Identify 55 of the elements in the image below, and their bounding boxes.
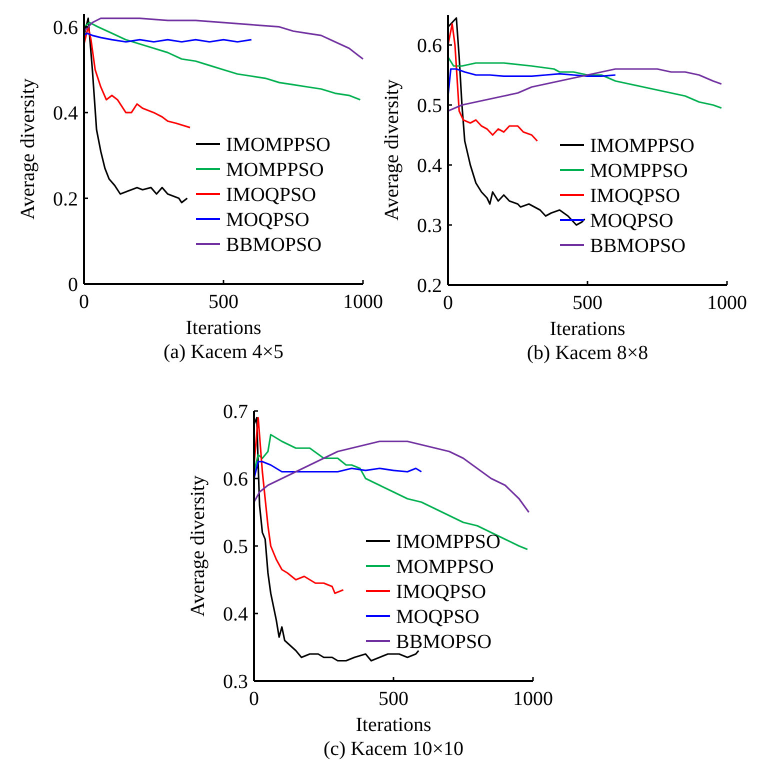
legend-label: MOMPPSO: [396, 556, 494, 578]
line-series: [253, 416, 344, 594]
legend-label: MOMPPSO: [226, 159, 324, 181]
y-tick-label: 0.2: [53, 188, 78, 210]
legend-label: MOQPSO: [590, 210, 674, 232]
y-tick-label: 0.3: [223, 671, 248, 693]
x-axis-title: Iterations: [186, 317, 262, 339]
legend-label: MOQPSO: [226, 209, 310, 231]
line-series: [83, 22, 362, 101]
y-axis-title: Average diversity: [187, 475, 209, 617]
text: (c) Kacem 10×10: [323, 738, 464, 760]
x-tick-label: 1000: [707, 292, 747, 314]
legend-label: BBMOPSO: [396, 631, 492, 653]
x-axis-title: Iterations: [550, 318, 626, 340]
legend-label: BBMOPSO: [590, 235, 686, 257]
line-series: [253, 460, 422, 480]
y-tick-label: 0.7: [223, 401, 248, 423]
y-axis-title: Average diversity: [17, 78, 39, 220]
line-series: [447, 23, 538, 142]
text: (a) Kacem 4×5: [163, 341, 284, 363]
text: (b) Kacem 8×8: [526, 342, 648, 364]
y-tick-label: 0.4: [417, 155, 442, 177]
y-tick-label: 0.5: [223, 536, 248, 558]
legend-label: IMOMPPSO: [226, 134, 330, 156]
y-tick-label: 0.5: [417, 95, 442, 117]
x-tick-label: 1000: [343, 291, 383, 313]
x-axis-title: Iterations: [356, 714, 432, 736]
legend-label: IMOQPSO: [396, 581, 486, 603]
x-tick-label: 1000: [513, 688, 553, 710]
line-series: [83, 26, 191, 128]
legend-label: MOMPPSO: [590, 160, 688, 182]
y-tick-label: 0: [68, 274, 78, 296]
legend-label: IMOMPPSO: [590, 135, 694, 157]
line-series: [83, 32, 252, 43]
legend-label: IMOQPSO: [590, 185, 680, 207]
line-series: [447, 56, 722, 109]
y-tick-label: 0.2: [417, 275, 442, 297]
line-series: [83, 17, 364, 60]
y-tick-label: 0.3: [417, 215, 442, 237]
y-axis-title: Average diversity: [381, 79, 403, 221]
y-tick-label: 0.4: [223, 604, 248, 626]
line-series: [253, 440, 530, 514]
line-series: [447, 68, 722, 112]
legend-label: IMOMPPSO: [396, 531, 500, 553]
line-series: [253, 434, 528, 550]
x-tick-label: 500: [378, 688, 408, 710]
y-tick-label: 0.4: [53, 102, 78, 125]
y-tick-label: 0.6: [53, 16, 78, 39]
x-tick-label: 500: [572, 292, 602, 314]
legend-label: BBMOPSO: [226, 234, 322, 256]
y-tick-label: 0.6: [417, 35, 442, 57]
y-tick-label: 0.6: [223, 468, 248, 490]
x-tick-label: 500: [208, 291, 238, 313]
legend-label: MOQPSO: [396, 606, 480, 628]
legend-label: IMOQPSO: [226, 184, 316, 206]
